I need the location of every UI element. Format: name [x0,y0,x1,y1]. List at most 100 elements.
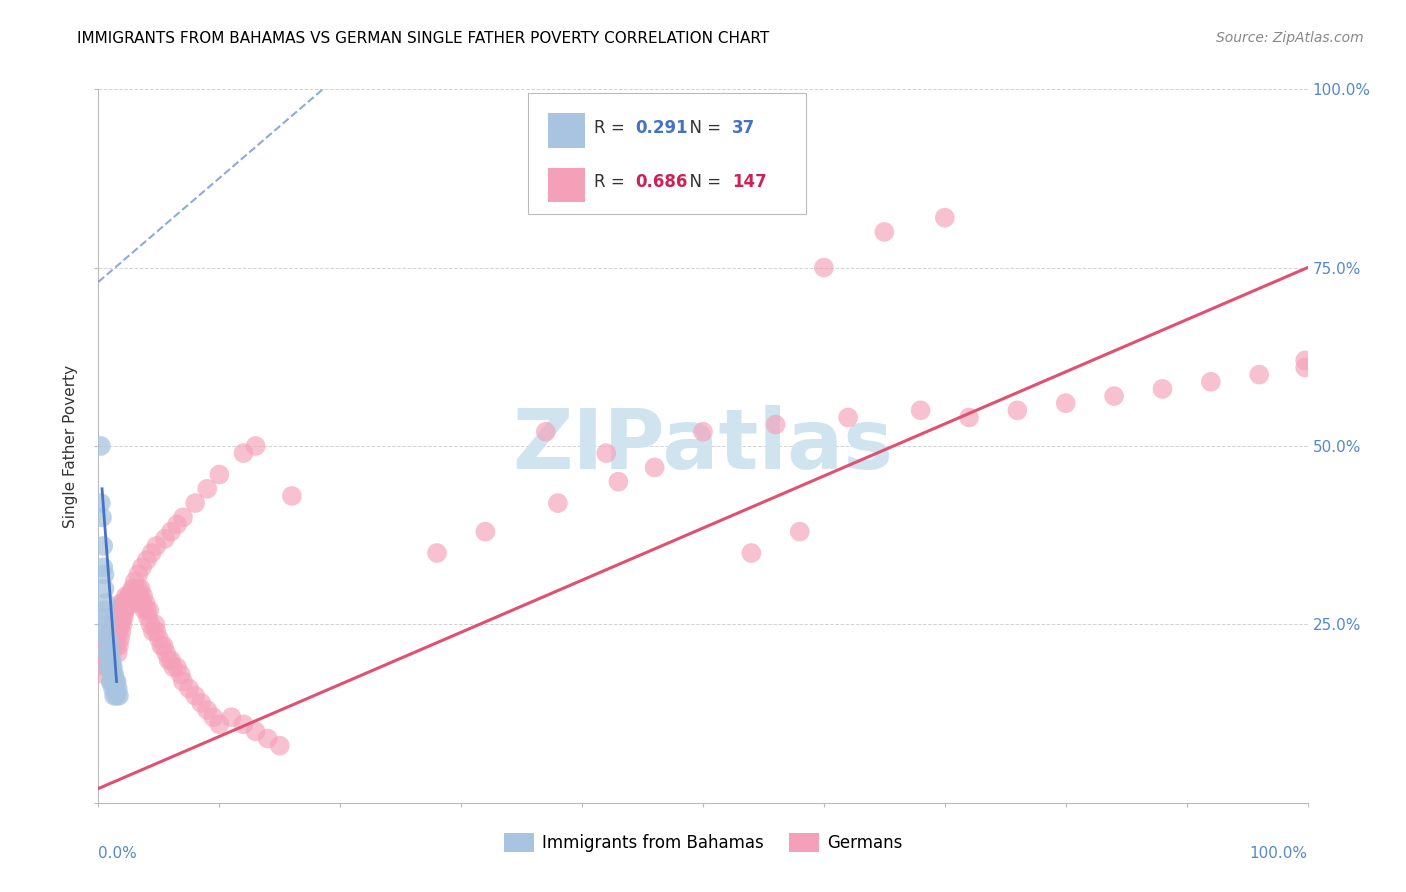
Point [184,496,207,510]
Point [1054,396,1077,410]
Text: ZIPatlas: ZIPatlas [513,406,893,486]
Point [873,225,896,239]
Point [118,589,141,603]
Point [124,589,146,603]
Point [100,674,122,689]
Point [141,546,163,560]
Point [91,510,114,524]
Point [103,674,125,689]
Point [96,632,118,646]
Point [105,624,128,639]
FancyBboxPatch shape [527,93,806,214]
Point [97,646,120,660]
Point [98,639,121,653]
Point [127,567,149,582]
Point [139,617,162,632]
Point [121,582,143,596]
Point [94,624,117,639]
Point [98,639,121,653]
Point [1249,368,1271,382]
Point [111,617,134,632]
Point [111,610,134,624]
Text: N =: N = [679,119,725,136]
Point [96,646,118,660]
Point [644,460,666,475]
Point [103,632,125,646]
Point [534,425,557,439]
Point [108,617,131,632]
Point [184,689,207,703]
Point [131,596,153,610]
Bar [548,168,585,202]
Point [108,617,131,632]
Text: R =: R = [595,119,630,136]
Point [118,596,141,610]
Point [190,696,212,710]
Point [100,639,122,653]
Point [426,546,449,560]
Point [112,603,135,617]
Point [96,653,118,667]
Point [114,596,136,610]
Point [195,703,218,717]
Point [121,596,143,610]
Point [101,660,124,674]
Point [1294,353,1316,368]
Point [107,646,129,660]
Point [104,681,127,696]
Point [143,617,166,632]
Point [105,689,128,703]
Point [100,660,122,674]
Point [129,582,152,596]
Point [122,582,145,596]
Point [94,610,117,624]
Point [155,646,177,660]
Text: 0.686: 0.686 [636,173,688,191]
Point [101,639,124,653]
Point [166,517,188,532]
Point [107,624,129,639]
Point [124,574,146,589]
Point [127,582,149,596]
Point [118,589,141,603]
Point [90,439,112,453]
Point [104,632,127,646]
Point [221,710,243,724]
Point [91,560,114,574]
Text: Source: ZipAtlas.com: Source: ZipAtlas.com [1216,31,1364,45]
Point [474,524,496,539]
Point [153,532,176,546]
Point [607,475,630,489]
Point [100,624,122,639]
Point [104,674,127,689]
Point [98,639,121,653]
Point [547,496,569,510]
Point [127,596,149,610]
Point [1199,375,1222,389]
Point [128,589,150,603]
Point [1152,382,1174,396]
Point [112,610,135,624]
Point [179,681,201,696]
Point [103,624,125,639]
Point [145,539,167,553]
Point [813,260,835,275]
Point [957,410,980,425]
Point [91,539,114,553]
Point [135,553,157,567]
Point [115,589,138,603]
Point [107,681,129,696]
Point [145,624,167,639]
Point [108,639,131,653]
Point [94,660,117,674]
Text: N =: N = [679,173,725,191]
Point [117,596,139,610]
Point [108,603,131,617]
Point [136,610,159,624]
Point [150,639,173,653]
Point [114,603,136,617]
Point [148,632,170,646]
Point [114,603,136,617]
Point [120,589,142,603]
Point [142,624,165,639]
